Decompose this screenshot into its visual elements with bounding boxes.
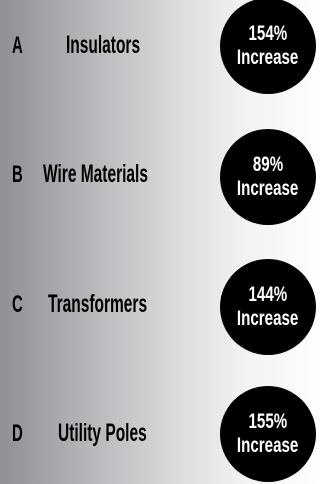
list-item-d: D Utility Poles 155% Increase [0, 384, 322, 484]
item-letter: A [12, 32, 23, 59]
change-label: Increase [237, 307, 299, 330]
item-label: Utility Poles [58, 419, 147, 447]
item-letter: B [12, 161, 23, 188]
percent-value: 155% [248, 410, 288, 433]
percent-value: 89% [252, 153, 284, 176]
change-label: Increase [237, 177, 299, 200]
percent-badge: 89% Increase [220, 129, 316, 225]
list-item-a: A Insulators 154% Increase [0, 0, 322, 100]
list-item-c: C Transformers 144% Increase [0, 256, 322, 356]
item-letter: D [12, 420, 23, 447]
percent-badge: 144% Increase [220, 259, 316, 355]
percent-value: 154% [248, 22, 288, 45]
change-label: Increase [237, 46, 299, 69]
percent-badge: 154% Increase [220, 0, 316, 94]
change-label: Increase [237, 434, 299, 457]
item-label: Wire Materials [43, 160, 148, 188]
percent-badge: 155% Increase [220, 386, 316, 482]
item-letter: C [12, 291, 23, 318]
percent-value: 144% [248, 283, 288, 306]
item-label: Insulators [66, 31, 141, 59]
item-label: Transformers [48, 290, 148, 318]
list-item-b: B Wire Materials 89% Increase [0, 128, 322, 228]
